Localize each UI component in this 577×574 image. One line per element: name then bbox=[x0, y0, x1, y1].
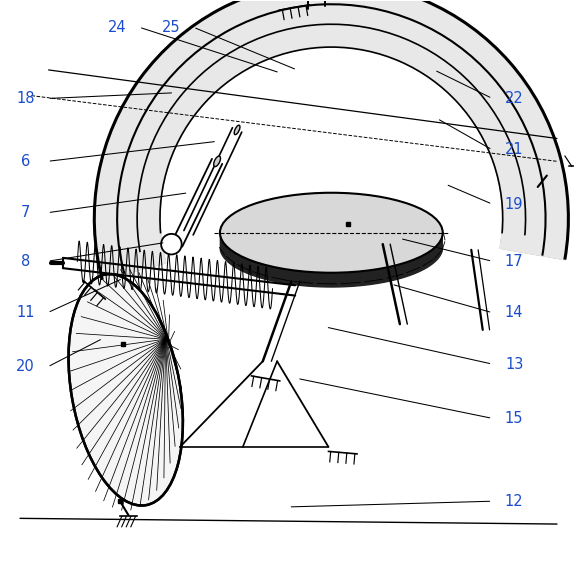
Text: 14: 14 bbox=[505, 305, 523, 320]
Polygon shape bbox=[94, 51, 210, 280]
Text: 25: 25 bbox=[162, 20, 181, 34]
Polygon shape bbox=[94, 0, 568, 280]
Ellipse shape bbox=[234, 125, 240, 135]
Text: 24: 24 bbox=[108, 20, 126, 34]
Text: 22: 22 bbox=[505, 91, 523, 106]
Text: 11: 11 bbox=[17, 305, 35, 320]
Ellipse shape bbox=[213, 156, 220, 166]
Polygon shape bbox=[220, 236, 443, 287]
Circle shape bbox=[161, 234, 182, 254]
Text: 12: 12 bbox=[505, 494, 523, 509]
Ellipse shape bbox=[69, 274, 183, 506]
Polygon shape bbox=[479, 100, 568, 259]
Text: 21: 21 bbox=[505, 142, 523, 157]
Ellipse shape bbox=[174, 239, 181, 250]
Text: 20: 20 bbox=[16, 359, 35, 374]
Text: 13: 13 bbox=[505, 356, 523, 371]
Text: 19: 19 bbox=[505, 197, 523, 212]
Text: 17: 17 bbox=[505, 254, 523, 269]
Text: 8: 8 bbox=[21, 254, 31, 269]
Text: 7: 7 bbox=[21, 205, 31, 220]
Text: 15: 15 bbox=[505, 411, 523, 426]
Text: 6: 6 bbox=[21, 154, 31, 169]
Ellipse shape bbox=[220, 193, 443, 273]
Text: 18: 18 bbox=[17, 91, 35, 106]
